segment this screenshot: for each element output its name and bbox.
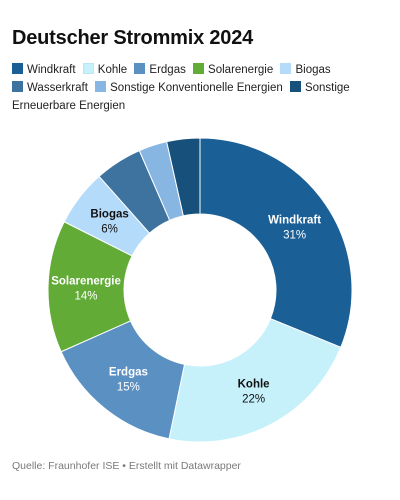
legend-item-solarenergie: Solarenergie: [193, 63, 274, 76]
slice-kohle: [168, 318, 342, 443]
legend-label: Wasserkraft: [27, 82, 88, 94]
slice-label: Erdgas: [109, 367, 148, 379]
slice-label: Windkraft: [268, 214, 321, 226]
legend-swatch: [134, 63, 146, 74]
slice-label: Kohle: [238, 379, 270, 391]
legend-swatch: [289, 81, 301, 92]
legend-item-sonstige-erneuerbare: Sonstige Erneuerbare Energien: [12, 81, 350, 112]
legend-item-sonstige-konventionelle: Sonstige Konventionelle Energien: [95, 81, 283, 94]
legend-label: Sonstige Konventionelle Energien: [110, 82, 283, 94]
legend-swatch: [95, 81, 107, 92]
legend-swatch: [12, 63, 23, 74]
legend: Windkraft Kohle Erdgas Solarenergie Biog…: [12, 61, 392, 115]
slice-sonstige-erneuerbare-energien: [166, 137, 201, 217]
legend-item-wasserkraft: Wasserkraft: [12, 81, 88, 94]
legend-item-kohle: Kohle: [82, 63, 128, 76]
legend-item-erdgas: Erdgas: [134, 63, 186, 76]
legend-swatch: [193, 63, 205, 74]
legend-label: Biogas: [295, 64, 331, 76]
slice-value-label: 14%: [75, 290, 98, 302]
legend-swatch: [82, 63, 94, 74]
source-note: Quelle: Fraunhofer ISE • Erstellt mit Da…: [12, 460, 241, 472]
legend-swatch: [280, 63, 292, 74]
slice-label: Biogas: [90, 209, 128, 221]
legend-item-windkraft: Windkraft: [12, 63, 76, 76]
slice-value-label: 31%: [283, 229, 306, 241]
legend-item-biogas: Biogas: [280, 63, 331, 76]
slice-windkraft: [199, 137, 353, 348]
slice-value-label: 15%: [117, 382, 140, 394]
legend-label: Kohle: [97, 64, 128, 76]
chart-title: Deutscher Strommix 2024: [12, 27, 254, 49]
slice-value-label: 6%: [101, 224, 118, 236]
legend-label: Erdgas: [149, 64, 186, 76]
legend-swatch: [12, 81, 23, 92]
legend-label: Windkraft: [27, 64, 76, 76]
legend-label: Solarenergie: [208, 64, 274, 76]
slice-label: Solarenergie: [51, 275, 121, 287]
slice-value-label: 22%: [242, 394, 265, 406]
legend-label: Sonstige Erneuerbare Energien: [12, 82, 350, 112]
slice-erdgas: [60, 320, 186, 440]
